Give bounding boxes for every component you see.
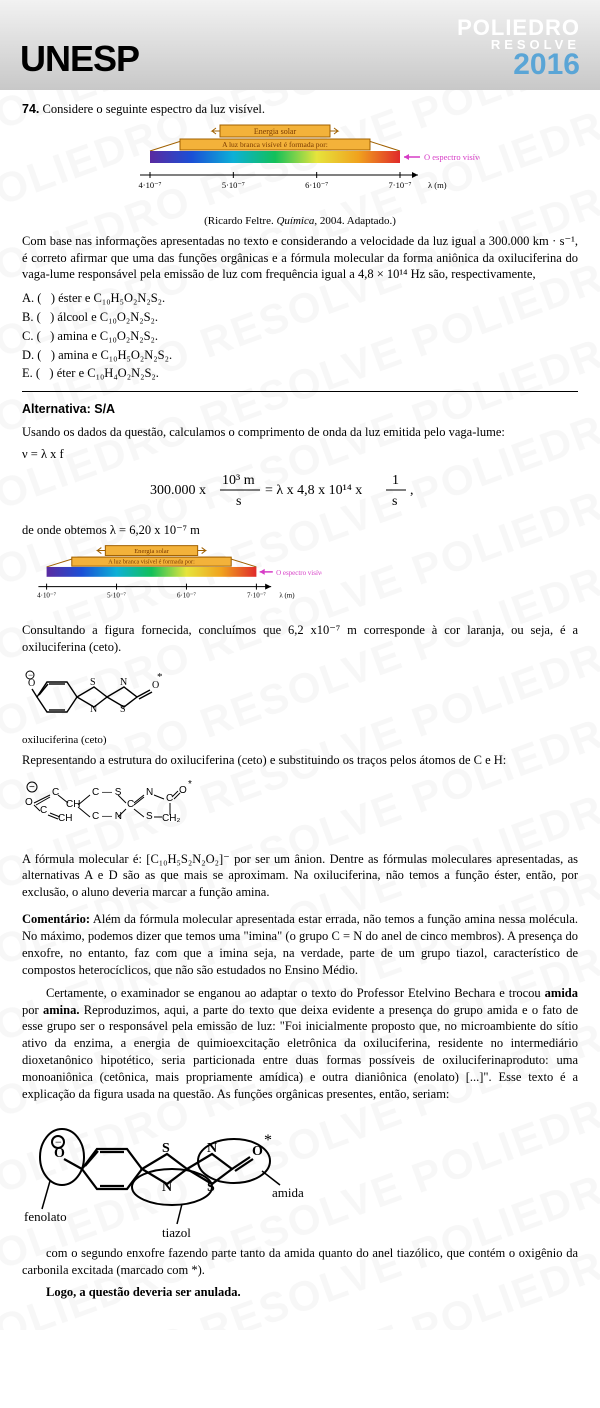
answer-heading: Alternativa: S/A xyxy=(22,402,578,416)
option-c: C. ( ) amina e C₁₀O₂N₂S₂. xyxy=(22,327,578,346)
svg-text:*: * xyxy=(188,779,192,790)
question-number: 74. xyxy=(22,102,39,116)
page-header: UNESP POLIEDRO RESOLVE 2016 xyxy=(0,0,600,90)
answer-p2: de onde obtemos λ = 6,20 x 10⁻⁷ m xyxy=(22,522,578,538)
option-d: D. ( ) amina e C₁₀H₅O₂N₂S₂. xyxy=(22,346,578,365)
svg-text:6·10⁻⁷: 6·10⁻⁷ xyxy=(305,180,328,190)
answer-p6: com o segundo enxofre fazendo parte tant… xyxy=(22,1245,578,1279)
svg-text:6·10⁻⁷: 6·10⁻⁷ xyxy=(177,591,196,599)
label-tiazol: tiazol xyxy=(162,1225,191,1239)
label-fenolato: fenolato xyxy=(24,1209,67,1224)
eq-nu: ν = λ x f xyxy=(22,447,578,462)
svg-text:s: s xyxy=(392,494,397,509)
spectrum-caption: ((Ricardo Feltre. Química, 2004. Adaptad… xyxy=(22,215,578,227)
spectrum-figure-small: Energia solar A luz branca visível é form… xyxy=(22,544,578,616)
svg-text:5·10⁻⁷: 5·10⁻⁷ xyxy=(107,591,126,599)
svg-text:C — N: C — N xyxy=(92,811,122,822)
divider xyxy=(22,391,578,392)
svg-text:Energia solar: Energia solar xyxy=(134,548,169,555)
logo-unesp: UNESP xyxy=(20,38,139,80)
svg-text:S: S xyxy=(146,811,153,822)
svg-text:7·10⁻⁷: 7·10⁻⁷ xyxy=(247,591,266,599)
svg-text:C: C xyxy=(166,793,173,804)
svg-text:λ (m): λ (m) xyxy=(279,591,295,599)
spectrum-figure-large: Energia solar A luz branca visível é form… xyxy=(22,123,578,227)
options-list: A. ( ) éster e C₁₀H₅O₂N₂S₂. B. ( ) álcoo… xyxy=(22,289,578,383)
question-stem: 74. Considere o seguinte espectro da luz… xyxy=(22,102,578,117)
option-a: A. ( ) éster e C₁₀H₅O₂N₂S₂. xyxy=(22,289,578,308)
svg-text:N: N xyxy=(162,1180,172,1195)
poliedro-line1: POLIEDRO xyxy=(457,18,580,39)
svg-text:A luz branca visível é formada: A luz branca visível é formada por: xyxy=(222,140,328,149)
logo-poliedro: POLIEDRO RESOLVE 2016 xyxy=(457,18,580,80)
comment-1: Comentário: Além da fórmula molecular ap… xyxy=(22,911,578,979)
option-e: E. ( ) éter e C₁₀H₄O₂N₂S₂. xyxy=(22,364,578,383)
svg-text:λ (m): λ (m) xyxy=(428,180,447,190)
svg-text:S: S xyxy=(90,677,96,688)
molecule-expanded: − O C C CH CH C — S C — N C N S C O * CH… xyxy=(22,775,578,845)
svg-text:O: O xyxy=(25,797,33,808)
answer-p1: Usando os dados da questão, calculamos o… xyxy=(22,424,578,441)
svg-text:−: − xyxy=(28,670,33,680)
svg-text:N: N xyxy=(90,704,97,715)
label-amida: amida xyxy=(272,1185,304,1200)
final-conclusion: Logo, a questão deveria ser anulada. xyxy=(22,1285,578,1300)
svg-text:C — S: C — S xyxy=(92,787,122,798)
svg-text:CH: CH xyxy=(58,813,72,824)
svg-text:A luz branca visível é formada: A luz branca visível é formada por: xyxy=(108,559,195,566)
svg-text:*: * xyxy=(264,1132,272,1149)
molecule-ceto-caption: oxiluciferina (ceto) xyxy=(22,734,578,746)
svg-text:,: , xyxy=(410,483,414,498)
molecule-ceto: S N N S O * O − oxiluciferina (ceto) xyxy=(22,662,578,746)
svg-text:5·10⁻⁷: 5·10⁻⁷ xyxy=(222,180,245,190)
comment-1-text: Além da fórmula molecular apresentada es… xyxy=(22,912,578,977)
svg-text:4·10⁻⁷: 4·10⁻⁷ xyxy=(37,591,56,599)
svg-text:10³ m: 10³ m xyxy=(222,473,255,488)
comment-2: Certamente, o examinador se enganou ao a… xyxy=(22,985,578,1103)
svg-text:C: C xyxy=(40,805,47,816)
svg-text:C: C xyxy=(52,787,59,798)
svg-text:O: O xyxy=(179,785,187,796)
svg-text:O espectro visível: O espectro visível xyxy=(276,569,322,577)
molecule-annotated: S N N S O * O − fenolato tiazol amida xyxy=(22,1109,578,1239)
poliedro-year: 2016 xyxy=(457,51,580,80)
svg-text:*: * xyxy=(157,671,163,683)
svg-text:7·10⁻⁷: 7·10⁻⁷ xyxy=(388,180,411,190)
svg-text:300.000 x: 300.000 x xyxy=(150,483,206,498)
comment-label: Comentário: xyxy=(22,912,90,926)
answer-p3: Consultando a figura fornecida, concluím… xyxy=(22,622,578,656)
svg-text:C: C xyxy=(127,799,134,810)
svg-text:−: − xyxy=(29,782,35,793)
svg-text:= λ x 4,8 x 10¹⁴ x: = λ x 4,8 x 10¹⁴ x xyxy=(265,483,362,498)
answer-p4: Representando a estrutura do oxiluciferi… xyxy=(22,752,578,769)
svg-text:CH₂: CH₂ xyxy=(162,813,180,824)
svg-text:N: N xyxy=(120,677,127,688)
svg-text:N: N xyxy=(146,787,153,798)
svg-text:S: S xyxy=(162,1141,170,1156)
question-stem-text: Considere o seguinte espectro da luz vis… xyxy=(43,102,266,116)
svg-text:4·10⁻⁷: 4·10⁻⁷ xyxy=(138,180,161,190)
svg-text:O espectro visível: O espectro visível xyxy=(424,152,480,162)
answer-p5: A fórmula molecular é: [C₁₀H₅S₂N₂O₂]⁻ po… xyxy=(22,851,578,902)
svg-text:s: s xyxy=(236,494,241,509)
svg-text:−: − xyxy=(55,1135,62,1149)
option-b: B. ( ) álcool e C₁₀O₂N₂S₂. xyxy=(22,308,578,327)
eq-main: 300.000 x 10³ m s = λ x 4,8 x 10¹⁴ x 1 s… xyxy=(22,468,578,516)
question-body: Com base nas informações apresentadas no… xyxy=(22,233,578,284)
svg-text:S: S xyxy=(120,704,126,715)
svg-text:Energia solar: Energia solar xyxy=(254,127,297,136)
svg-text:1: 1 xyxy=(392,473,399,488)
